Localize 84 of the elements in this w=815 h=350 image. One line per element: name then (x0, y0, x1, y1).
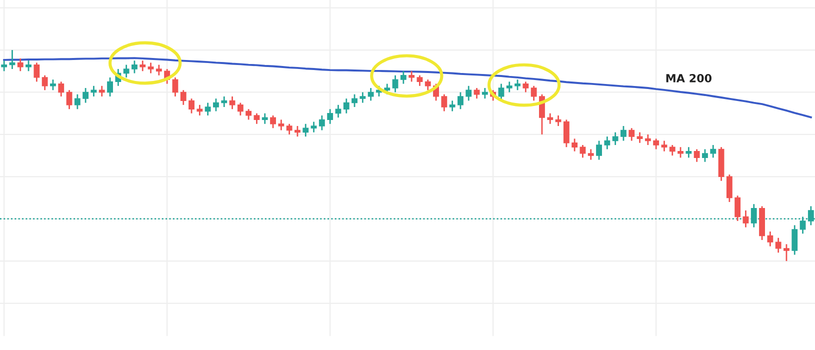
candlestick (246, 108, 252, 120)
candlestick (522, 80, 529, 93)
candlestick (302, 123, 309, 138)
candlestick (50, 78, 56, 91)
candlestick (686, 146, 692, 158)
candlestick (140, 60, 146, 72)
candlestick (620, 125, 626, 142)
candlestick (343, 98, 350, 114)
candlestick (400, 70, 406, 84)
candlestick (172, 76, 178, 98)
candlestick (352, 94, 358, 108)
candlestick (368, 87, 374, 102)
candlestick (262, 112, 268, 125)
candlestick (156, 64, 162, 76)
candlestick (734, 194, 741, 222)
candlestick (123, 64, 130, 78)
candlestick (392, 74, 398, 93)
candlestick (767, 230, 774, 247)
candlestick (270, 114, 276, 129)
candlestick (653, 138, 660, 150)
candlestick (310, 121, 317, 134)
candlestick (449, 100, 456, 112)
candlestick (458, 92, 464, 110)
candlestick (132, 60, 138, 74)
candlestick (58, 80, 64, 98)
candlestick (221, 96, 228, 108)
candlestick (42, 74, 48, 91)
candlestick (74, 94, 80, 110)
candlestick (408, 70, 415, 82)
candlestick (702, 148, 708, 163)
candlestick (384, 83, 390, 96)
candlestick (775, 237, 782, 254)
candlestick (742, 210, 749, 228)
candlestick (196, 104, 203, 116)
candlestick (66, 89, 72, 110)
candlestick (204, 102, 211, 116)
series-label: MA 200 (666, 74, 712, 82)
candlestick (612, 132, 618, 146)
candlestick (26, 60, 32, 72)
candlestick (286, 123, 292, 136)
candlestick (213, 98, 219, 112)
candlestick (327, 108, 334, 125)
candlestick (278, 118, 284, 131)
candlestick (107, 76, 113, 98)
candlestick (636, 132, 643, 144)
candlestick (1, 60, 8, 72)
candlestick (498, 83, 504, 102)
candlestick (514, 78, 520, 91)
candlestick (482, 87, 488, 100)
candlestick (424, 78, 431, 91)
candlestick (17, 58, 24, 72)
candlestick (661, 140, 668, 152)
candlestick (563, 118, 570, 148)
candlestick (180, 89, 186, 106)
candlestick (669, 144, 676, 156)
candlestick (254, 112, 260, 125)
candlestick (416, 74, 423, 87)
candlestick (678, 146, 684, 158)
candlestick (506, 80, 512, 93)
candlestick (547, 112, 554, 125)
candlestick (604, 136, 610, 150)
candlestick (441, 94, 448, 112)
candlestick (580, 144, 586, 158)
candlestick (466, 85, 472, 102)
candlestick (82, 87, 89, 104)
candlestick (596, 140, 602, 160)
candlestick (726, 174, 732, 203)
candlestick (644, 134, 651, 146)
candlestick (360, 92, 366, 104)
candlestick (694, 148, 700, 163)
candlestick (588, 148, 594, 160)
candlestick (784, 243, 790, 262)
candlestick (710, 144, 716, 158)
candlestick (318, 114, 325, 131)
candlestick (188, 98, 194, 114)
candlestick (98, 85, 105, 98)
candlestick (628, 127, 635, 142)
candlestick (34, 62, 40, 82)
candlestick (237, 102, 244, 116)
candlestick (792, 224, 798, 256)
candlestick (530, 85, 537, 102)
candlestick (148, 62, 154, 74)
candlestick (572, 138, 578, 152)
candlestick (294, 125, 300, 138)
